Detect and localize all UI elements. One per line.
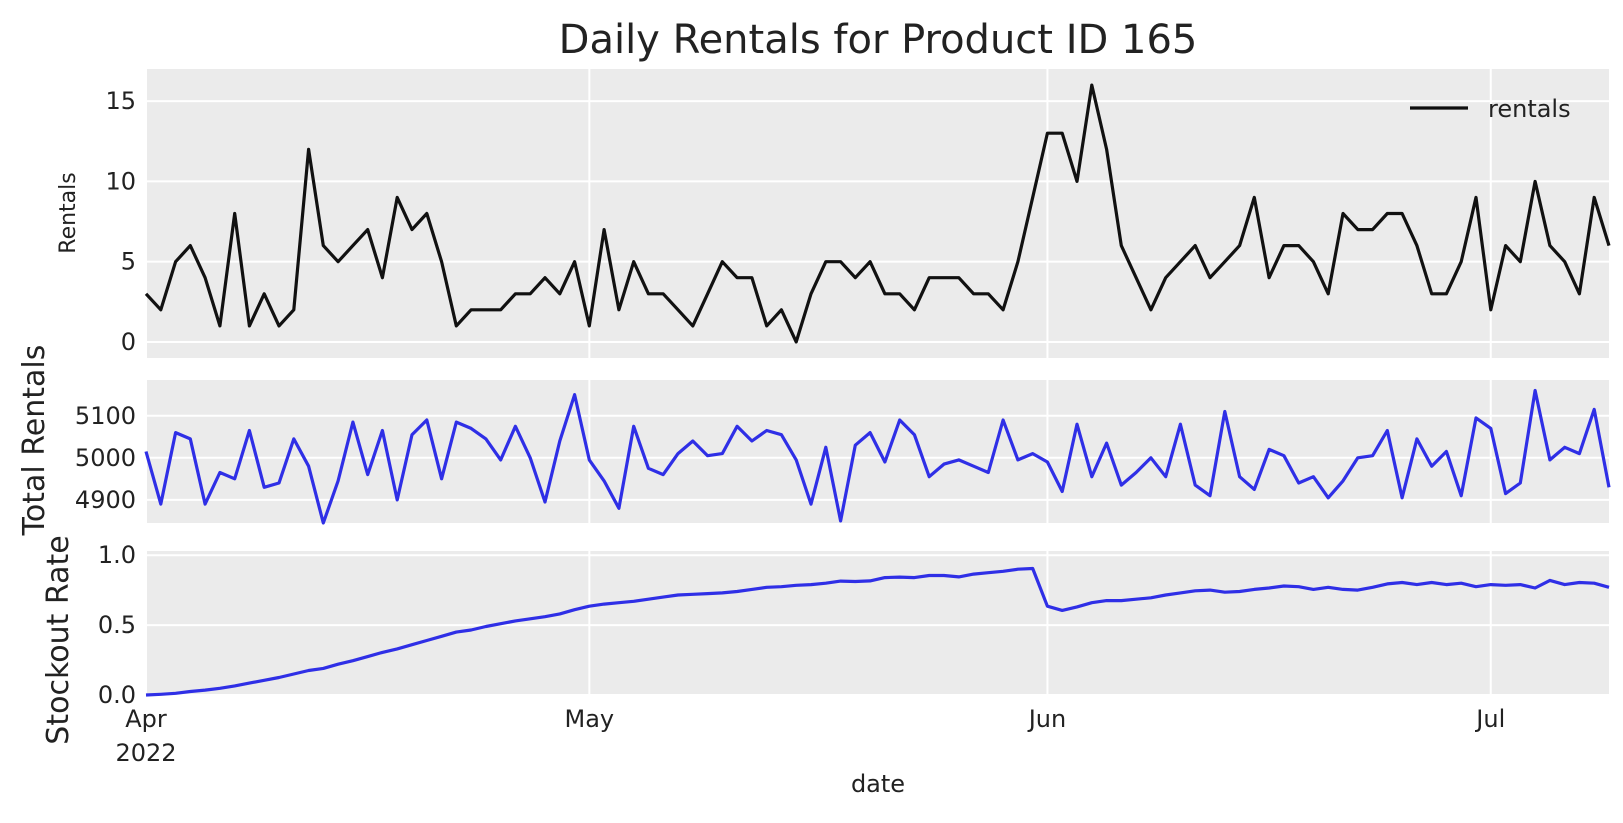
panels: 0 5 10 15 Rentals rentals 4900 5000 5100 Total Re… (17, 69, 1611, 745)
panel-3: 0.0 0.5 1.0 Stockout Rate (41, 535, 1610, 745)
y-tick-label: 0.0 (98, 681, 136, 709)
rentals-line (144, 83, 1611, 344)
panel-background (146, 551, 1609, 695)
total-rentals-line (144, 388, 1611, 525)
y-tick-label: 5000 (75, 444, 136, 472)
y-tick-label: 15 (105, 87, 136, 115)
legend-label: rentals (1488, 95, 1571, 123)
total-rentals-y-label: Total Rentals (17, 345, 52, 537)
y-tick-label: 5 (121, 248, 136, 276)
rentals-y-label: Rentals (56, 172, 81, 253)
stockout-rate-line (145, 566, 1610, 697)
chart-title: Daily Rentals for Product ID 165 (559, 17, 1198, 63)
stockout-rate-y-label: Stockout Rate (41, 535, 76, 744)
panel-background (146, 380, 1609, 523)
x-tick-label: Apr (125, 705, 167, 733)
panel-2: 4900 5000 5100 Total Rentals (17, 345, 1611, 537)
x-tick-label: Jul (1474, 705, 1505, 733)
x-year-label: 2022 (115, 739, 176, 767)
x-axis: Apr May Jun Jul 2022 (115, 705, 1505, 767)
x-axis-label: date (851, 770, 905, 798)
y-tick-label: 4900 (75, 486, 136, 514)
y-tick-label: 10 (105, 167, 136, 195)
y-tick-label: 5100 (75, 402, 136, 430)
legend: rentals (1410, 95, 1571, 123)
panel-1: 0 5 10 15 Rentals rentals (56, 69, 1611, 358)
x-tick-label: May (565, 705, 615, 733)
y-tick-label: 0 (121, 328, 136, 356)
y-tick-label: 1.0 (98, 541, 136, 569)
y-tick-label: 0.5 (98, 611, 136, 639)
x-tick-label: Jun (1027, 705, 1067, 733)
panel-background (146, 69, 1609, 358)
